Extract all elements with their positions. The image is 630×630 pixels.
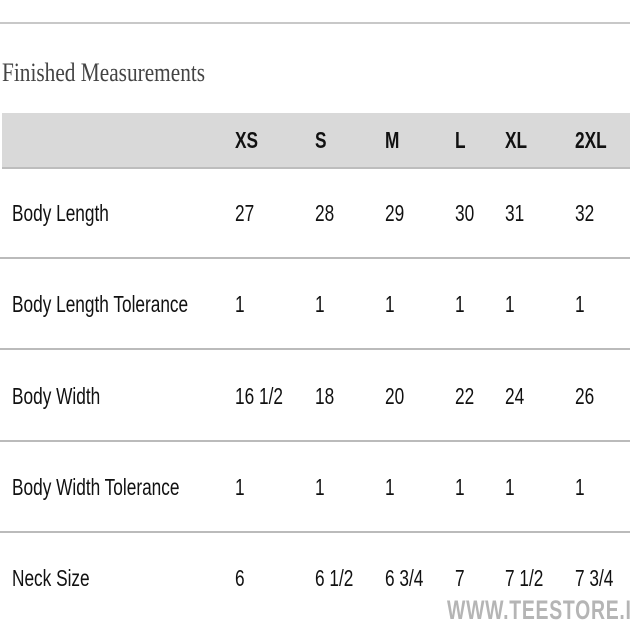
cell-s: 28: [315, 200, 335, 226]
header-l: L: [455, 127, 466, 153]
cell-s: 1: [315, 291, 325, 317]
cell-s: 1: [315, 474, 325, 500]
table-row: Body Length 27 28 29 30 31 32: [0, 168, 630, 259]
cell-l: 22: [455, 383, 475, 409]
cell-m: 1: [385, 291, 395, 317]
cell-2xl: 26: [575, 383, 595, 409]
cell-2xl: 1: [575, 291, 585, 317]
cell-2xl: 32: [575, 200, 595, 226]
table-row: Body Width 16 1/2 18 20 22 24 26: [0, 351, 630, 442]
header-s: S: [315, 127, 327, 153]
cell-2xl: 7 3/4: [575, 565, 614, 591]
cell-2xl: 1: [575, 474, 585, 500]
cell-xs: 1: [235, 291, 245, 317]
table-row: Body Width Tolerance 1 1 1 1 1 1: [0, 442, 630, 533]
cell-xl: 7 1/2: [505, 565, 544, 591]
table-title: Finished Measurements: [2, 58, 206, 87]
row-label: Body Width Tolerance: [12, 474, 180, 500]
cell-xs: 1: [235, 474, 245, 500]
cell-s: 6 1/2: [315, 565, 354, 591]
cell-xl: 31: [505, 200, 525, 226]
header-m: M: [385, 127, 400, 153]
top-divider: [0, 22, 630, 24]
cell-xs: 6: [235, 565, 245, 591]
cell-s: 18: [315, 383, 335, 409]
table-header: XS S M L XL 2XL: [2, 113, 630, 169]
cell-m: 6 3/4: [385, 565, 424, 591]
cell-m: 29: [385, 200, 405, 226]
table-row: Neck Size 6 6 1/2 6 3/4 7 7 1/2 7 3/4: [0, 533, 630, 623]
row-divider: [0, 531, 630, 533]
cell-l: 7: [455, 565, 465, 591]
cell-m: 1: [385, 474, 395, 500]
header-2xl: 2XL: [575, 127, 607, 153]
cell-xl: 1: [505, 474, 515, 500]
row-label: Body Length Tolerance: [12, 291, 189, 317]
row-label: Neck Size: [12, 565, 90, 591]
row-label: Body Width: [12, 383, 101, 409]
cell-l: 30: [455, 200, 475, 226]
row-label: Body Length: [12, 200, 109, 226]
row-divider: [0, 440, 630, 442]
header-xs: XS: [235, 127, 259, 153]
row-divider: [0, 257, 630, 259]
cell-l: 1: [455, 291, 465, 317]
row-divider: [0, 348, 630, 350]
cell-xl: 1: [505, 291, 515, 317]
cell-m: 20: [385, 383, 405, 409]
table-row: Body Length Tolerance 1 1 1 1 1 1: [0, 259, 630, 350]
cell-l: 1: [455, 474, 465, 500]
cell-xl: 24: [505, 383, 525, 409]
cell-xs: 27: [235, 200, 255, 226]
header-xl: XL: [505, 127, 528, 153]
watermark: WWW.TEESTORE.IO: [447, 595, 630, 625]
cell-xs: 16 1/2: [235, 383, 283, 409]
